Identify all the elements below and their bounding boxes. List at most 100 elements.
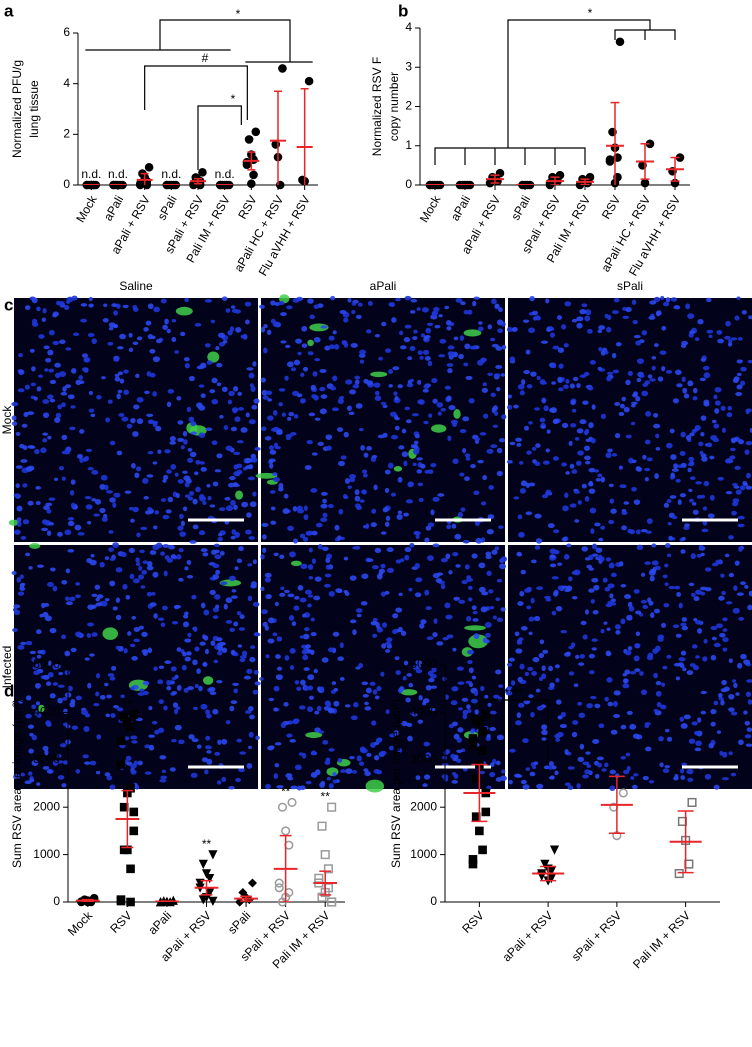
nucleus xyxy=(453,336,459,341)
nucleus xyxy=(81,709,88,716)
nucleus xyxy=(113,704,119,709)
nucleus xyxy=(106,775,113,781)
nucleus xyxy=(275,654,281,659)
nucleus xyxy=(420,463,426,469)
nucleus xyxy=(474,690,479,697)
nucleus xyxy=(745,440,752,446)
micrograph xyxy=(259,542,508,793)
data-point xyxy=(327,802,337,812)
nucleus xyxy=(454,533,462,540)
nucleus xyxy=(420,333,425,338)
nucleus xyxy=(307,594,314,598)
nucleus xyxy=(313,668,318,674)
nucleus xyxy=(603,621,608,625)
nucleus xyxy=(355,505,362,511)
nucleus xyxy=(487,372,493,376)
nucleus xyxy=(47,394,54,400)
nucleus xyxy=(31,318,38,325)
nucleus xyxy=(234,416,241,422)
nucleus xyxy=(606,652,612,656)
nucleus xyxy=(408,682,414,688)
y-tick-label: 0 xyxy=(405,177,412,191)
nucleus xyxy=(123,369,129,374)
nucleus xyxy=(585,309,592,316)
infected-cell xyxy=(290,560,302,567)
nucleus xyxy=(163,705,168,711)
data-point xyxy=(126,897,135,907)
nucleus xyxy=(70,502,76,508)
nucleus xyxy=(274,742,282,746)
nucleus xyxy=(310,649,315,656)
nucleus xyxy=(492,615,497,620)
nucleus xyxy=(85,448,93,453)
nucleus xyxy=(19,574,24,580)
nucleus xyxy=(466,615,472,622)
nucleus xyxy=(359,359,365,364)
nucleus xyxy=(206,750,212,754)
nucleus xyxy=(541,665,546,672)
nucleus xyxy=(387,567,394,574)
nucleus xyxy=(674,369,682,375)
nucleus xyxy=(576,783,581,789)
nucleus xyxy=(29,348,35,353)
nucleus xyxy=(649,378,656,382)
nucleus xyxy=(212,481,219,487)
nucleus xyxy=(321,657,329,663)
nucleus xyxy=(230,649,236,655)
nucleus xyxy=(531,446,537,451)
nucleus xyxy=(727,405,732,411)
nucleus xyxy=(587,385,594,391)
nucleus xyxy=(206,713,212,719)
nucleus xyxy=(485,555,492,560)
nucleus xyxy=(300,679,306,686)
nucleus xyxy=(245,529,252,535)
nucleus xyxy=(235,472,241,477)
nucleus xyxy=(457,727,464,733)
nucleus xyxy=(308,575,314,580)
nucleus xyxy=(491,549,498,555)
nucleus xyxy=(87,332,95,338)
nucleus xyxy=(611,310,619,315)
nucleus xyxy=(608,519,615,525)
nucleus xyxy=(734,315,740,321)
nucleus xyxy=(413,440,419,445)
nucleus xyxy=(364,771,371,777)
nucleus xyxy=(524,425,529,431)
nucleus xyxy=(610,729,618,735)
nucleus xyxy=(595,773,600,779)
nucleus xyxy=(65,568,71,574)
data-point xyxy=(468,859,478,869)
nucleus xyxy=(260,326,266,333)
nucleus xyxy=(198,685,203,692)
nucleus xyxy=(74,631,82,638)
nucleus xyxy=(116,393,121,400)
nucleus xyxy=(519,460,524,465)
nucleus xyxy=(384,487,390,494)
nucleus xyxy=(293,414,299,419)
nucleus xyxy=(167,388,175,394)
nucleus xyxy=(374,547,382,554)
nucleus xyxy=(740,366,747,372)
nucleus xyxy=(285,344,291,349)
infected-cell xyxy=(235,490,244,500)
nucleus xyxy=(620,584,627,588)
nucleus xyxy=(252,689,259,695)
nucleus xyxy=(433,306,440,312)
nucleus xyxy=(162,324,168,330)
nucleus xyxy=(34,710,40,716)
nucleus xyxy=(366,752,372,757)
nucleus xyxy=(486,734,491,738)
nucleus xyxy=(420,619,427,625)
nucleus xyxy=(662,768,670,773)
nucleus xyxy=(163,570,168,577)
nucleus xyxy=(564,301,572,307)
nucleus xyxy=(62,386,67,392)
nucleus xyxy=(500,607,506,612)
nucleus xyxy=(47,435,52,440)
nucleus xyxy=(367,300,373,306)
nucleus xyxy=(248,419,256,425)
nucleus xyxy=(264,577,271,583)
nucleus xyxy=(575,460,582,466)
nucleus xyxy=(509,356,516,362)
nucleus xyxy=(332,375,338,382)
